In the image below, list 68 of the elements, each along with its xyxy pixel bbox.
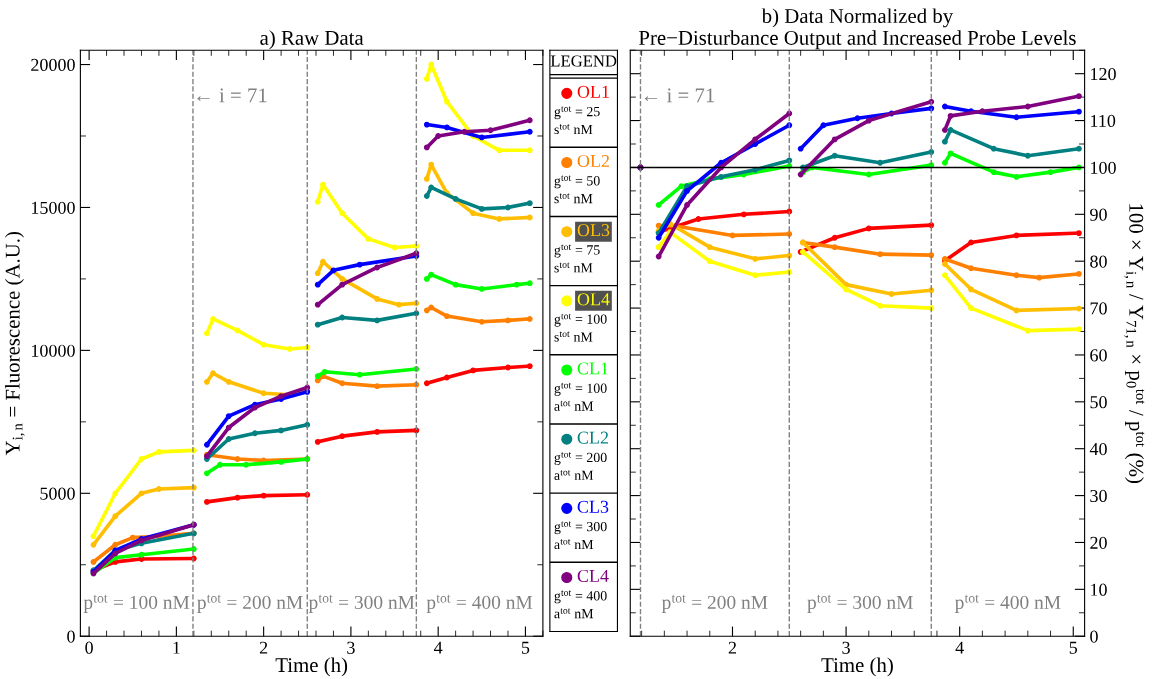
chart-title: a) Raw Data [260, 30, 364, 50]
y2-tick-label: 110 [1091, 114, 1116, 128]
annotation: p$^{tot}$ = 200 nM [661, 594, 768, 613]
x-tick-label: 4 [434, 641, 443, 654]
y-tick-label: 20000 [31, 58, 75, 71]
legend-label: OL4 [577, 293, 610, 306]
text: g$^{tot}$ = 100 [554, 313, 607, 327]
x-tick-label: 3 [842, 641, 850, 654]
annotation: p$^{tot}$ = 400 nM [954, 594, 1061, 613]
legend-label: CL1 [577, 362, 608, 375]
text: s$^{tot}$ nM [554, 262, 593, 273]
text: a$^{tot}$ nM [554, 539, 594, 550]
x-tick-label: 3 [347, 641, 355, 654]
legend-label: CL2 [577, 431, 609, 444]
legend-label: OL1 [577, 85, 609, 98]
text: g$^{tot}$ = 300 [554, 521, 607, 535]
y2-tick-label: 40 [1089, 442, 1107, 456]
y-tick-label: 10000 [31, 344, 75, 357]
x-tick-label: 5 [1069, 641, 1078, 654]
annotation: p$^{tot}$ = 400 nM [426, 594, 533, 613]
annotation: p$^{tot}$ = 100 nM [83, 594, 190, 613]
y-tick-label: 0 [67, 630, 75, 643]
legend-title: LEGEND [550, 55, 617, 67]
y2-tick-label: 10 [1091, 583, 1107, 596]
text: a$^{tot}$ nM [554, 469, 594, 480]
y2-tick-label: 90 [1090, 208, 1107, 221]
chart-title: b) Data Normalized by Pre−Disturbance Output and Increased Probe Levels [638, 8, 1076, 50]
legend-label: OL2 [577, 154, 610, 168]
y-tick-label: 15000 [31, 201, 75, 214]
text: g$^{tot}$ = 100 [554, 382, 607, 396]
y2-tick-label: 0 [1090, 630, 1098, 643]
text: g$^{tot}$ = 400 [554, 590, 607, 604]
x-tick-label: 2 [728, 641, 737, 654]
text: 100 × Y$_{i,n}$ / Y$_{71,n}$ × p$_{0}$$^{tot}$ / p$^{tot}$ (%) [1124, 204, 1145, 483]
annotation: ← i = 71 [644, 88, 715, 103]
x-tick-label: 1 [173, 641, 180, 654]
y2-tick-label: 20 [1090, 536, 1107, 549]
y2-tick-label: 30 [1090, 489, 1107, 503]
text: s$^{tot}$ nM [554, 331, 593, 342]
x-tick-label: 0 [85, 641, 93, 654]
y-axis-title: Y$_{i,n}$ = Fluorescence (A.U.) [5, 231, 25, 456]
text: g$^{tot}$ = 25 [554, 106, 600, 120]
y2-tick-label: 70 [1090, 302, 1107, 315]
annotation: p$^{tot}$ = 200 nM [197, 594, 303, 613]
text: s$^{tot}$ nM [554, 193, 593, 204]
text: g$^{tot}$ = 50 [554, 175, 600, 189]
text: a$^{tot}$ nM [554, 608, 594, 619]
x-tick-label: 2 [259, 641, 268, 654]
y2-tick-label: 50 [1090, 396, 1107, 409]
annotation: p$^{tot}$ = 300 nM [308, 594, 415, 613]
x-tick-label: 4 [955, 641, 964, 654]
text: a$^{tot}$ nM [554, 400, 594, 411]
x-axis-title: Time (h) [821, 657, 893, 677]
text: s$^{tot}$ nM [554, 124, 593, 135]
x-axis-title: Time (h) [275, 657, 348, 677]
y2-tick-label: 80 [1090, 255, 1107, 268]
legend-label: CL3 [577, 500, 609, 513]
y2-tick-label: 100 [1091, 161, 1116, 174]
x-tick-label: 5 [521, 641, 530, 654]
annotation: p$^{tot}$ = 300 nM [807, 594, 913, 613]
y2-tick-label: 120 [1091, 67, 1116, 81]
legend-label: OL3 [577, 224, 610, 237]
text: g$^{tot}$ = 200 [554, 452, 607, 465]
y-tick-label: 5000 [40, 487, 75, 500]
text: g$^{tot}$ = 75 [554, 244, 600, 258]
legend-label: CL4 [577, 569, 609, 583]
y2-tick-label: 60 [1090, 349, 1107, 362]
annotation: ← i = 71 [197, 88, 267, 103]
